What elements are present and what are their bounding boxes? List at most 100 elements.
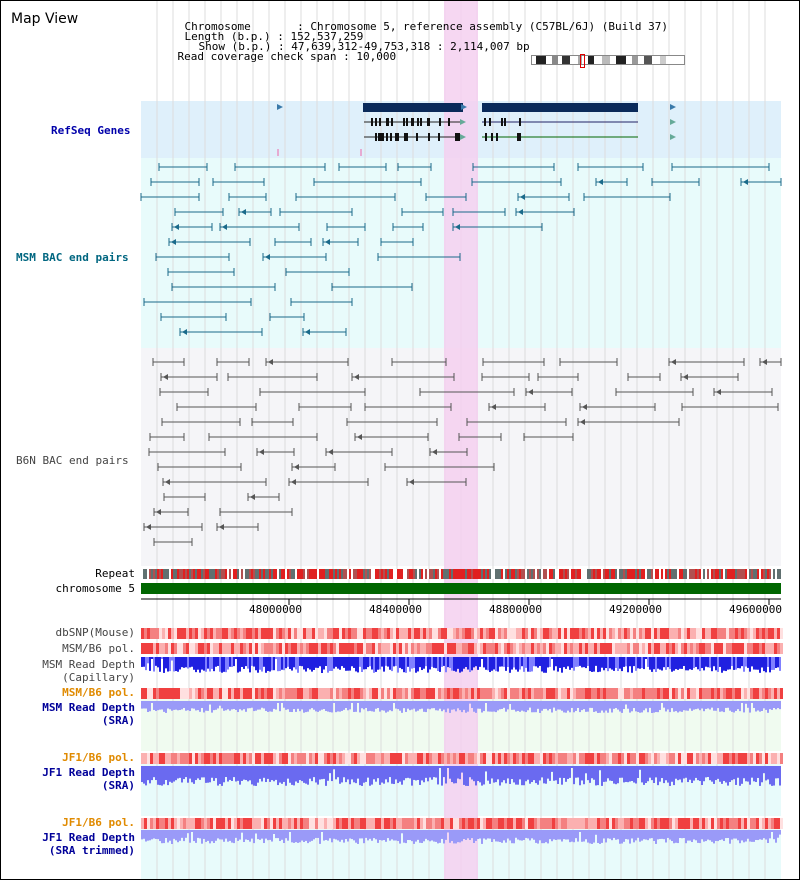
depth-bar <box>529 701 531 708</box>
heatmap-cell <box>441 643 444 654</box>
heatmap-cell <box>183 818 186 829</box>
depth-bar <box>739 657 741 669</box>
depth-bar <box>597 657 599 673</box>
depth-bar <box>193 830 195 842</box>
heatmap-cell <box>153 688 156 699</box>
depth-bar <box>443 701 445 710</box>
heatmap-cell <box>342 753 345 764</box>
repeat-segment <box>331 569 333 579</box>
depth-bar <box>761 657 763 668</box>
heatmap-cell <box>492 688 495 699</box>
depth-bar <box>499 657 501 667</box>
heatmap-cell <box>768 643 771 654</box>
depth-bar <box>157 657 159 668</box>
depth-bar <box>173 657 175 672</box>
heatmap-cell <box>333 688 336 699</box>
depth-bar <box>611 701 613 713</box>
depth-bar <box>443 830 445 844</box>
depth-bar <box>603 701 605 713</box>
heatmap-cell <box>531 628 534 639</box>
exon <box>491 133 493 141</box>
depth-bar <box>179 830 181 841</box>
exon <box>406 133 408 141</box>
depth-bar <box>663 766 665 784</box>
depth-bar <box>621 830 623 844</box>
depth-bar <box>593 701 595 712</box>
heatmap-cell <box>453 628 456 639</box>
heatmap-cell <box>681 628 684 639</box>
depth-bar <box>575 766 577 778</box>
heatmap-cell <box>642 643 645 654</box>
heatmap-cell <box>549 753 552 764</box>
heatmap-cell <box>237 688 240 699</box>
depth-bar <box>487 766 489 781</box>
depth-bar <box>473 766 475 782</box>
depth-bar <box>647 830 649 841</box>
chromosome-ideogram[interactable] <box>531 54 685 68</box>
depth-bar <box>437 766 439 785</box>
repeat-segment <box>359 569 361 579</box>
jf1-depth-sra-label: JF1 Read Depth <box>42 766 135 779</box>
depth-bar <box>683 657 685 667</box>
depth-bar <box>681 701 683 712</box>
heatmap-cell <box>459 688 462 699</box>
depth-bar <box>697 766 699 781</box>
heatmap-cell <box>666 628 669 639</box>
depth-bar <box>533 657 535 667</box>
depth-bar <box>477 657 479 670</box>
depth-bar <box>193 766 195 784</box>
depth-bar <box>719 701 721 712</box>
heatmap-cell <box>768 688 771 699</box>
heatmap-cell <box>210 818 213 829</box>
depth-bar <box>201 766 203 778</box>
depth-bar <box>661 657 663 671</box>
depth-bar <box>505 766 507 784</box>
depth-bar <box>391 766 393 784</box>
depth-bar <box>589 830 591 844</box>
depth-bar <box>333 701 335 703</box>
heatmap-cell <box>378 643 381 654</box>
depth-bar <box>339 830 341 842</box>
depth-bar <box>601 701 603 711</box>
depth-bar <box>771 766 773 786</box>
heatmap-cell <box>579 688 582 699</box>
depth-bar <box>403 830 405 843</box>
heatmap-cell <box>162 628 165 639</box>
depth-bar <box>245 701 247 712</box>
heatmap-cell <box>240 818 243 829</box>
depth-bar <box>501 701 503 709</box>
heatmap-cell <box>327 753 330 764</box>
heatmap-cell <box>315 643 318 654</box>
depth-bar <box>469 701 471 704</box>
depth-bar <box>413 830 415 844</box>
repeat-segment <box>679 569 681 579</box>
depth-bar <box>565 766 567 782</box>
depth-bar <box>739 830 741 844</box>
heatmap-cell <box>147 628 150 639</box>
heatmap-cell <box>645 643 648 654</box>
depth-bar <box>293 766 295 786</box>
heatmap-cell <box>249 628 252 639</box>
depth-bar <box>725 766 727 783</box>
heatmap-cell <box>372 753 375 764</box>
heatmap-cell <box>780 753 783 764</box>
depth-bar <box>269 830 271 840</box>
depth-bar <box>305 701 307 713</box>
depth-bar <box>737 766 739 778</box>
repeat-segment <box>653 569 655 579</box>
repeat-segment <box>199 569 201 579</box>
depth-bar <box>469 657 471 673</box>
repeat-segment <box>763 569 765 579</box>
depth-bar <box>397 701 399 710</box>
depth-bar <box>223 830 225 842</box>
depth-bar <box>613 830 615 838</box>
depth-bar <box>457 766 459 779</box>
heatmap-cell <box>252 643 255 654</box>
heatmap-cell <box>543 643 546 654</box>
depth-bar <box>489 657 491 673</box>
heatmap-cell <box>285 818 288 829</box>
depth-bar <box>759 701 761 712</box>
repeat-segment <box>177 569 179 579</box>
bac-arrow <box>222 224 227 230</box>
